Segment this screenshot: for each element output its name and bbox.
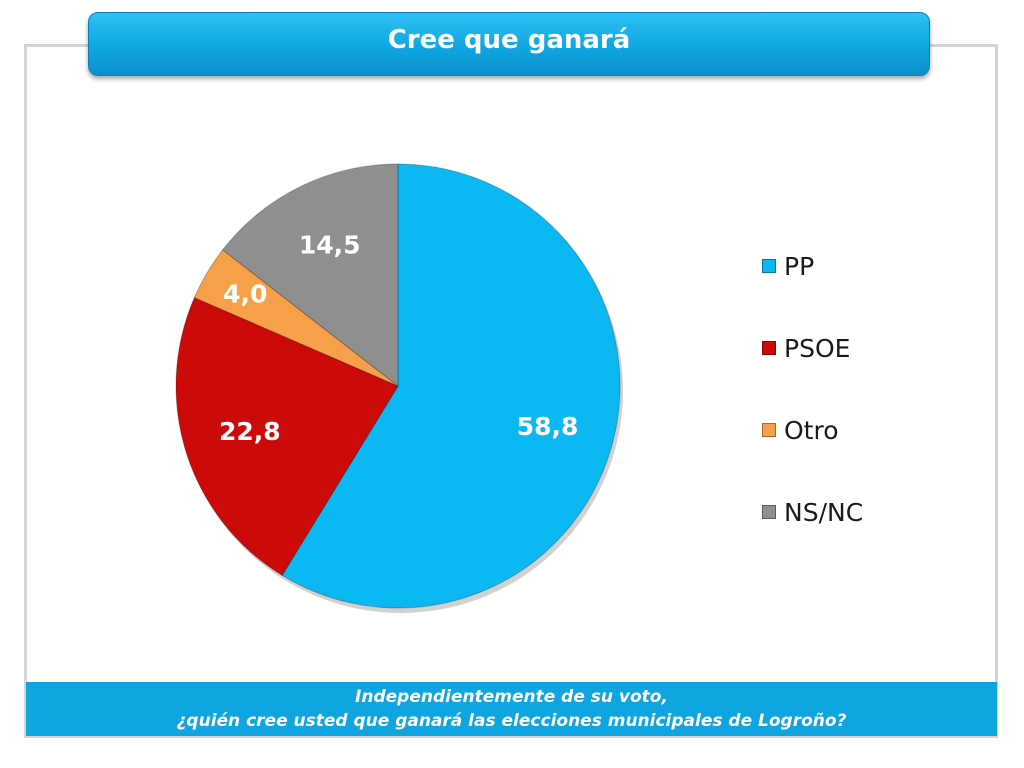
question-footer: Independientemente de su voto, ¿quién cr…	[26, 682, 997, 736]
footer-line-2: ¿quién cree usted que ganará las eleccio…	[176, 711, 847, 731]
legend-item-nsnc: NS/NC	[762, 492, 863, 532]
legend-item-otro: Otro	[762, 410, 839, 450]
pie-slice-pp	[281, 163, 621, 609]
legend-label-psoe: PSOE	[784, 333, 851, 363]
pie-slices	[175, 163, 623, 613]
legend-item-psoe: PSOE	[762, 328, 850, 368]
pie-slice-psoe	[175, 296, 399, 577]
legend-label-nsnc: NS/NC	[784, 497, 864, 527]
legend-label-otro: Otro	[784, 415, 839, 445]
pie-labels: 58,8 22,8 4,0 14,5	[219, 230, 578, 445]
slice-label-otro: 4,0	[223, 279, 267, 308]
legend-label-pp: PP	[784, 251, 815, 281]
chart-title: Cree que ganará	[88, 12, 930, 76]
slice-label-nsnc: 14,5	[299, 230, 361, 259]
legend-swatch-otro	[762, 423, 776, 437]
legend-swatch-pp	[762, 259, 776, 273]
legend-item-pp: PP	[762, 246, 814, 286]
slice-label-psoe: 22,8	[219, 417, 281, 446]
legend-swatch-nsnc	[762, 505, 776, 519]
footer-line-1: Independientemente de su voto,	[355, 687, 668, 707]
slice-label-pp: 58,8	[517, 412, 579, 441]
pie-slice-otro	[193, 249, 399, 387]
pie-slice-nsnc	[222, 163, 399, 388]
legend-swatch-psoe	[762, 341, 776, 355]
